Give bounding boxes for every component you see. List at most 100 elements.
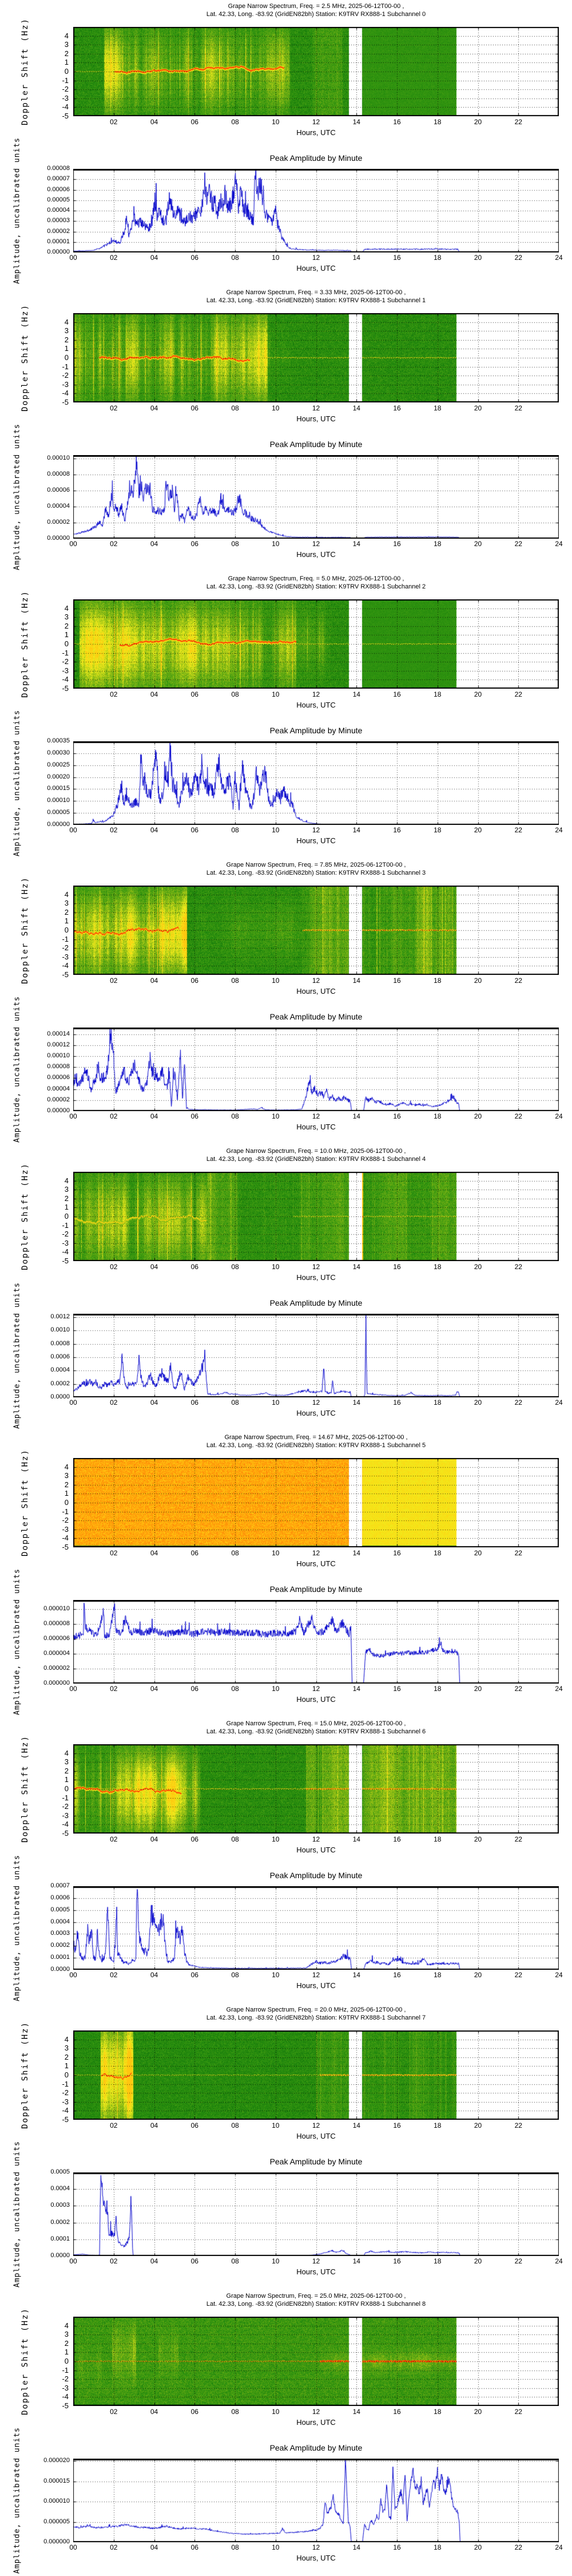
spectrogram-y-tick-label: -3 (62, 952, 69, 961)
amplitude-x-tick-label: 02 (110, 254, 118, 262)
spectrogram-title: Grape Narrow Spectrum, Freq. = 5.0 MHz, … (228, 575, 404, 582)
amplitude-x-tick-label: 14 (352, 540, 360, 548)
spectrogram-x-tick-label: 04 (150, 1549, 158, 1557)
amplitude-y-tick-label: 0.00003 (47, 217, 70, 224)
amplitude-x-tick-label: 20 (474, 2257, 482, 2265)
amplitude-x-tick-label: 20 (474, 1971, 482, 1979)
amplitude-plot (73, 2172, 559, 2256)
amplitude-x-tick-label: 22 (514, 1112, 522, 1120)
spectrogram-x-tick-label: 14 (352, 118, 360, 126)
amplitude-x-tick-label: 06 (190, 826, 198, 834)
amplitude-x-tick-label: 20 (474, 2543, 482, 2551)
spectrogram-ylabel: Doppler Shift (Hz) (21, 18, 30, 125)
amplitude-y-tick-label: 0.0008 (50, 1340, 70, 1347)
amplitude-xlabel: Hours, UTC (296, 1981, 336, 1990)
amplitude-x-tick-label: 20 (474, 1112, 482, 1120)
spectrogram-x-tick-label: 10 (272, 404, 280, 412)
amplitude-y-tick-label: 0.00012 (47, 1041, 70, 1048)
spectrogram-y-tick-label: -2 (62, 1230, 69, 1239)
amplitude-x-tick-label: 18 (434, 2257, 442, 2265)
spectrogram-xlabel: Hours, UTC (296, 128, 336, 137)
amplitude-x-tick-label: 04 (150, 2257, 158, 2265)
spectrogram-y-tick-label: 1 (64, 1489, 69, 1498)
spectrogram-y-tick-label: 1 (64, 630, 69, 639)
spectrogram-x-tick-label: 16 (393, 977, 401, 985)
spectrogram-ylabel: Doppler Shift (Hz) (21, 1163, 30, 1270)
amplitude-x-tick-label: 16 (393, 540, 401, 548)
spectrogram-x-tick-label: 08 (231, 977, 239, 985)
spectrogram-x-tick-label: 02 (110, 1549, 118, 1557)
amplitude-y-tick-label: 0.00006 (47, 1074, 70, 1081)
amplitude-y-tick-label: 0.00002 (47, 227, 70, 235)
spectrogram-x-tick-label: 18 (434, 1549, 442, 1557)
spectrogram-y-tick-label: 3 (64, 899, 69, 908)
amplitude-y-tick-label: 0.0002 (50, 1380, 70, 1387)
amplitude-y-tick-label: 0.00008 (47, 165, 70, 172)
spectrogram-y-tick-label: -1 (62, 1793, 69, 1802)
amplitude-x-tick-label: 14 (352, 1112, 360, 1120)
amplitude-xlabel: Hours, UTC (296, 2554, 336, 2562)
spectrogram-subtitle: Lat. 42.33, Long. -83.92 (GridEN82bh) St… (206, 1442, 426, 1449)
spectrogram-x-tick-label: 14 (352, 2121, 360, 2129)
spectrogram-y-tick-label: -3 (62, 1811, 69, 1820)
amplitude-y-tick-label: 0.000006 (43, 1634, 70, 1642)
amplitude-x-tick-label: 16 (393, 1398, 401, 1406)
spectrogram-x-tick-label: 20 (474, 1263, 482, 1271)
spectrogram-y-tick-label: 3 (64, 2330, 69, 2339)
amplitude-y-tick-label: 0.00005 (47, 809, 70, 816)
spectrogram-x-tick-label: 08 (231, 690, 239, 698)
amplitude-x-tick-label: 10 (272, 2257, 280, 2265)
amplitude-x-tick-label: 20 (474, 826, 482, 834)
spectrogram-y-tick-label: -5 (62, 684, 69, 693)
spectrogram-xlabel: Hours, UTC (296, 987, 336, 995)
spectrogram-x-tick-label: 18 (434, 1263, 442, 1271)
amplitude-x-tick-label: 14 (352, 1971, 360, 1979)
spectrogram-subtitle: Lat. 42.33, Long. -83.92 (GridEN82bh) St… (206, 583, 426, 590)
spectrogram-x-tick-label: 04 (150, 1835, 158, 1843)
spectrogram-subtitle: Lat. 42.33, Long. -83.92 (GridEN82bh) St… (206, 1156, 426, 1163)
amplitude-x-tick-label: 00 (69, 540, 77, 548)
spectrogram-x-tick-label: 12 (312, 2121, 320, 2129)
amplitude-x-tick-label: 18 (434, 254, 442, 262)
spectrogram-x-tick-label: 14 (352, 977, 360, 985)
spectrogram-y-tick-label: -4 (62, 1534, 69, 1543)
spectrogram-x-tick-label: 18 (434, 1835, 442, 1843)
amplitude-x-tick-label: 20 (474, 1398, 482, 1406)
spectrogram-y-tick-label: 4 (64, 1748, 69, 1757)
spectrogram-x-tick-label: 20 (474, 1549, 482, 1557)
spectrogram-title: Grape Narrow Spectrum, Freq. = 2.5 MHz, … (228, 3, 404, 10)
spectrogram-x-tick-label: 06 (190, 404, 198, 412)
amplitude-x-tick-label: 14 (352, 2543, 360, 2551)
spectrogram-x-tick-label: 14 (352, 1835, 360, 1843)
amplitude-x-tick-label: 00 (69, 1971, 77, 1979)
amplitude-x-tick-label: 12 (312, 826, 320, 834)
amplitude-x-tick-label: 10 (272, 540, 280, 548)
spectrogram-x-tick-label: 12 (312, 690, 320, 698)
amplitude-xlabel: Hours, UTC (296, 2267, 336, 2276)
spectrogram-x-tick-label: 02 (110, 1263, 118, 1271)
amplitude-y-tick-label: 0.00002 (47, 1096, 70, 1103)
spectrogram-x-tick-label: 02 (110, 690, 118, 698)
amplitude-title: Peak Amplitude by Minute (269, 1012, 363, 1021)
amplitude-x-tick-label: 24 (555, 540, 563, 548)
spectrogram-x-tick-label: 06 (190, 977, 198, 985)
spectrogram-title: Grape Narrow Spectrum, Freq. = 25.0 MHz,… (226, 2293, 406, 2300)
spectrogram-y-tick-label: 3 (64, 40, 69, 49)
spectrogram-y-tick-label: 3 (64, 2044, 69, 2053)
subchannel-section: Grape Narrow Spectrum, Freq. = 14.67 MHz… (0, 1431, 572, 1717)
spectrogram-y-tick-label: -4 (62, 2106, 69, 2115)
amplitude-x-tick-label: 22 (514, 254, 522, 262)
spectrogram-y-tick-label: -5 (62, 1257, 69, 1265)
amplitude-y-tick-label: 0.000004 (43, 1649, 70, 1657)
spectrogram-y-tick-label: -4 (62, 675, 69, 684)
spectrogram-y-tick-label: 2 (64, 2338, 69, 2348)
amplitude-xlabel: Hours, UTC (296, 1695, 336, 1704)
amplitude-y-tick-label: 0.00030 (47, 749, 70, 756)
amplitude-x-tick-label: 12 (312, 1685, 320, 1693)
spectrogram-x-tick-label: 12 (312, 404, 320, 412)
spectrogram-title: Grape Narrow Spectrum, Freq. = 20.0 MHz,… (226, 2006, 406, 2013)
spectrogram-x-tick-label: 14 (352, 2408, 360, 2416)
spectrogram-plot (73, 1458, 559, 1547)
spectrogram-x-tick-label: 12 (312, 1263, 320, 1271)
amplitude-y-tick-label: 0.00000 (47, 248, 70, 255)
